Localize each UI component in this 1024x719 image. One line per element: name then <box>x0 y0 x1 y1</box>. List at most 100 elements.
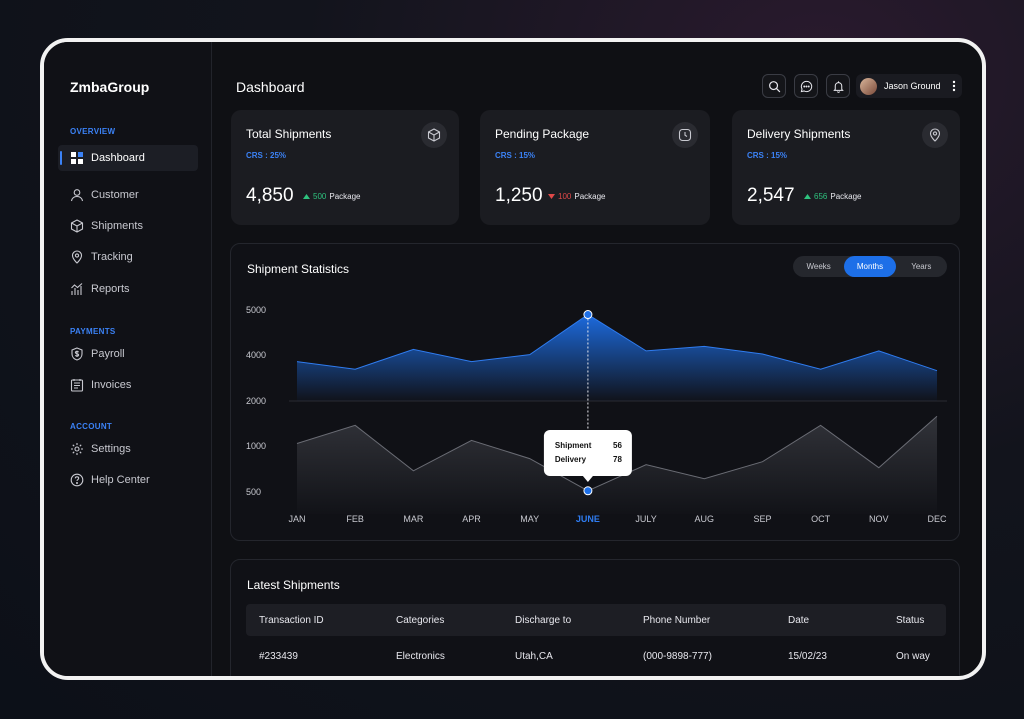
column-header[interactable]: Discharge to <box>515 615 572 626</box>
tooltip-value: 56 <box>613 441 622 450</box>
card-title: Delivery Shipments <box>747 127 851 141</box>
column-header[interactable]: Date <box>788 615 810 626</box>
x-tick-label: SEP <box>753 514 771 524</box>
card-delta-value: 100 <box>558 192 572 201</box>
section-account-label: ACCOUNT <box>70 422 113 431</box>
column-header[interactable]: Phone Number <box>643 615 711 626</box>
card-delta-unit: Package <box>574 192 606 201</box>
sidebar-item-settings[interactable]: Settings <box>58 436 198 462</box>
x-tick-label: MAR <box>403 514 424 524</box>
x-tick-label: JULY <box>635 514 656 524</box>
sidebar-item-label: Help Center <box>91 474 150 486</box>
card-crs: CRS : 15% <box>495 151 536 160</box>
table-cell: #233439 <box>259 651 298 662</box>
card-icon <box>922 122 948 148</box>
delivery-line <box>296 415 938 492</box>
y-tick-label: 500 <box>246 487 261 497</box>
column-header[interactable]: Transaction ID <box>259 615 324 626</box>
x-tick-label: NOV <box>869 514 889 524</box>
shipment-area-chart[interactable]: 5000 4000 2000 1000 500 JAN FEB MAR APR MAY JUNE J… <box>231 244 961 542</box>
search-button[interactable] <box>762 74 786 98</box>
messages-button[interactable] <box>794 74 818 98</box>
table-cell: Utah,CA <box>515 651 553 662</box>
sidebar-item-label: Customer <box>91 189 139 201</box>
card-title: Pending Package <box>495 127 590 141</box>
card-delta-unit: Package <box>329 192 361 201</box>
location-pin-icon <box>929 128 941 142</box>
latest-shipments-panel: Latest Shipments Transaction ID Categori… <box>230 559 960 676</box>
kebab-menu-icon[interactable] <box>952 80 956 92</box>
sidebar-item-invoices[interactable]: Invoices <box>58 372 198 398</box>
shipment-statistics-panel: Shipment Statistics Weeks Months Years <box>230 243 960 541</box>
y-tick-label: 1000 <box>246 441 266 451</box>
stat-card-total-shipments[interactable]: Total Shipments CRS : 25% 4,850 500 Pack… <box>231 110 459 225</box>
sidebar-item-dashboard[interactable]: Dashboard <box>58 145 198 171</box>
sidebar: ZmbaGroup OVERVIEW Dashboard Customer Sh… <box>44 42 212 676</box>
shield-dollar-icon <box>71 347 83 361</box>
stat-card-delivery-shipments[interactable]: Delivery Shipments CRS : 15% 2,547 656 P… <box>732 110 960 225</box>
column-header[interactable]: Categories <box>396 615 445 626</box>
card-crs: CRS : 25% <box>246 151 287 160</box>
notifications-button[interactable] <box>826 74 850 98</box>
box-icon <box>70 219 84 233</box>
dashboard-icon <box>71 152 83 164</box>
card-value: 4,850 <box>246 185 294 206</box>
table-cell: On way <box>896 651 930 662</box>
box-icon <box>427 128 441 142</box>
card-delta: 100 Package <box>548 192 606 201</box>
panel-title: Shipment Statistics <box>247 262 350 276</box>
table-cell: (000-9898-777) <box>643 651 712 662</box>
chart-tooltip: Shipment 56 Delivery 78 <box>543 430 632 482</box>
stat-card-pending-package[interactable]: Pending Package CRS : 15% 1,250 100 Pack… <box>480 110 710 225</box>
column-header[interactable]: Status <box>896 615 925 626</box>
tooltip-value: 78 <box>613 455 622 464</box>
range-years[interactable]: Years <box>911 262 932 271</box>
table-cell: Electronics <box>396 651 445 662</box>
x-tick-label: AUG <box>695 514 715 524</box>
user-icon <box>70 189 84 202</box>
shipment-line <box>296 313 938 372</box>
sidebar-item-tracking[interactable]: Tracking <box>58 244 198 270</box>
brand-logo: ZmbaGroup <box>70 79 150 95</box>
clock-icon <box>678 128 692 142</box>
sidebar-item-shipments[interactable]: Shipments <box>58 213 198 239</box>
card-title: Total Shipments <box>246 127 332 141</box>
sidebar-item-label: Shipments <box>91 220 143 232</box>
chat-icon <box>800 80 812 92</box>
tooltip-label: Delivery <box>555 455 587 464</box>
x-tick-label: OCT <box>811 514 831 524</box>
sidebar-item-payroll[interactable]: Payroll <box>58 341 198 367</box>
sidebar-item-label: Dashboard <box>91 152 145 164</box>
tooltip-box <box>543 430 632 476</box>
tooltip-pointer <box>582 476 593 482</box>
trend-up-icon <box>804 194 811 199</box>
shipment-area <box>297 314 937 401</box>
avatar <box>860 77 877 95</box>
chart-icon <box>71 283 83 295</box>
main-content: Dashboard Jason Ground Total Shipments C… <box>212 42 982 676</box>
search-icon <box>768 80 780 92</box>
shipment-highlight-point[interactable] <box>583 310 593 320</box>
page-title: Dashboard <box>236 79 305 95</box>
y-tick-label: 5000 <box>246 305 266 315</box>
x-tick-label: JUNE <box>576 514 600 524</box>
card-icon <box>672 122 698 148</box>
range-months[interactable]: Months <box>844 256 896 277</box>
x-tick-label: DEC <box>927 514 947 524</box>
table-header: Transaction ID Categories Discharge to P… <box>246 604 946 636</box>
x-tick-label: FEB <box>346 514 364 524</box>
sidebar-item-reports[interactable]: Reports <box>58 276 198 302</box>
range-weeks[interactable]: Weeks <box>806 262 831 271</box>
user-menu[interactable]: Jason Ground <box>856 74 962 98</box>
table-row[interactable]: #233439 Electronics Utah,CA (000-9898-77… <box>246 646 946 670</box>
x-tick-label: JAN <box>288 514 305 524</box>
panel-title: Latest Shipments <box>247 578 340 592</box>
y-tick-label: 2000 <box>246 396 266 406</box>
app-window: ZmbaGroup OVERVIEW Dashboard Customer Sh… <box>40 38 986 680</box>
location-pin-icon <box>71 250 83 264</box>
sidebar-item-customer[interactable]: Customer <box>58 182 198 208</box>
x-tick-label: MAY <box>520 514 539 524</box>
delivery-highlight-point[interactable] <box>583 486 593 496</box>
sidebar-item-help-center[interactable]: Help Center <box>58 467 198 493</box>
card-value: 2,547 <box>747 185 795 206</box>
